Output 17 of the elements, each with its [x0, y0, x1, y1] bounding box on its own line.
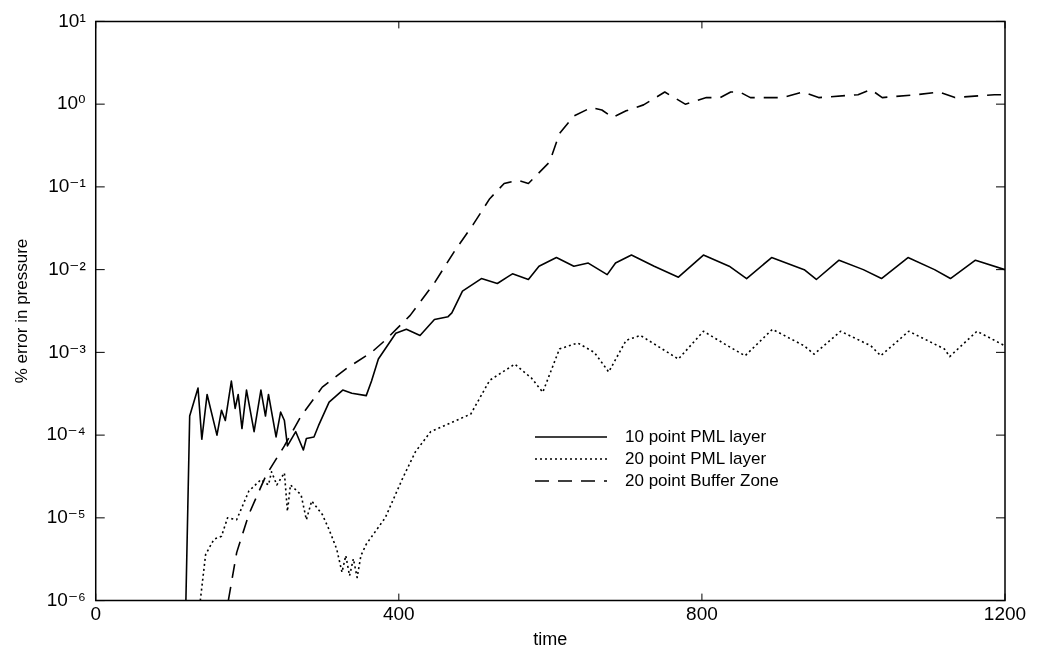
y-tick-label: 10⁻⁴	[46, 423, 86, 445]
y-tick-label: 10⁻²	[48, 257, 86, 279]
y-tick-label: 10¹	[58, 9, 86, 31]
x-axis-title: time	[533, 629, 568, 650]
legend-label: 20 point Buffer Zone	[625, 470, 779, 490]
x-tick-label: 1200	[983, 603, 1027, 625]
legend-label: 10 point PML layer	[625, 426, 767, 446]
y-tick-label: 10⁻¹	[48, 175, 86, 197]
y-tick-label: 10⁰	[56, 92, 86, 114]
x-tick-label: 800	[686, 603, 718, 625]
legend-label: 20 point PML layer	[625, 448, 767, 468]
x-tick-label: 0	[90, 603, 102, 625]
y-axis-title: % error in pressure	[11, 238, 31, 384]
y-tick-label: 10⁻⁵	[46, 506, 86, 528]
y-tick-label: 10⁻⁶	[46, 588, 86, 610]
y-tick-label: 10⁻³	[48, 340, 86, 362]
x-tick-label: 400	[382, 603, 415, 625]
